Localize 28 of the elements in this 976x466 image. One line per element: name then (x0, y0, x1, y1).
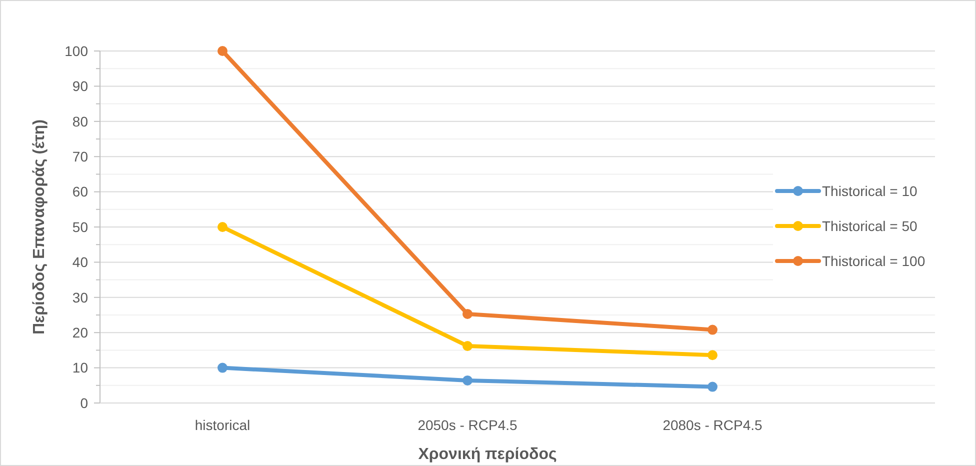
point (462, 340, 472, 351)
y-tick-label: 10 (72, 360, 88, 376)
legend-label: Thistorical = 50 (822, 218, 918, 234)
point (462, 308, 472, 319)
y-tick-label: 30 (72, 289, 88, 306)
y-tick-label: 90 (72, 78, 88, 94)
legend-label: Thistorical = 10 (822, 182, 918, 199)
x-tick-label: 2080s - RCP4.5 (662, 417, 763, 433)
point (708, 324, 718, 335)
y-tick-label: 40 (72, 254, 88, 270)
point (462, 375, 472, 386)
x-axis-title: Χρονική περίοδος (418, 446, 557, 463)
y-tick-label: 100 (64, 42, 88, 59)
x-tick-label: historical (194, 417, 250, 433)
y-tick-label: 50 (72, 218, 88, 235)
legend-label: Thistorical = 100 (822, 252, 926, 269)
y-tick-label: 20 (72, 324, 88, 340)
y-tick-label: 0 (80, 394, 88, 411)
y-tick-label: 80 (72, 113, 88, 130)
point (218, 222, 228, 232)
point (708, 382, 718, 392)
x-tick-label: 2050s - RCP4.5 (418, 417, 518, 433)
point (218, 46, 228, 56)
y-tick-label: 60 (72, 184, 88, 200)
point (708, 350, 718, 360)
point (218, 362, 228, 373)
y-tick-label: 70 (72, 148, 88, 164)
y-axis-title: Περίοδος Επαναφοράς (έτη) (31, 119, 48, 335)
